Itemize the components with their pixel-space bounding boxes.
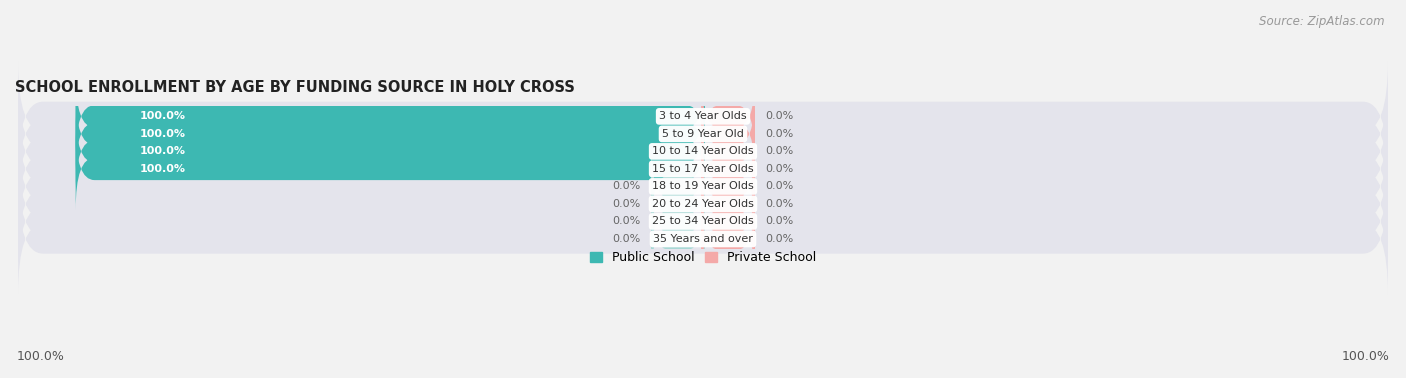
FancyBboxPatch shape	[702, 110, 755, 193]
Text: 100.0%: 100.0%	[141, 146, 186, 156]
FancyBboxPatch shape	[18, 131, 1388, 242]
Text: Source: ZipAtlas.com: Source: ZipAtlas.com	[1260, 15, 1385, 28]
Text: 18 to 19 Year Olds: 18 to 19 Year Olds	[652, 181, 754, 191]
FancyBboxPatch shape	[702, 128, 755, 210]
Text: SCHOOL ENROLLMENT BY AGE BY FUNDING SOURCE IN HOLY CROSS: SCHOOL ENROLLMENT BY AGE BY FUNDING SOUR…	[15, 80, 575, 95]
Text: 3 to 4 Year Olds: 3 to 4 Year Olds	[659, 112, 747, 121]
Text: 100.0%: 100.0%	[17, 350, 65, 363]
Text: 0.0%: 0.0%	[612, 234, 641, 244]
Text: 100.0%: 100.0%	[141, 164, 186, 174]
Text: 0.0%: 0.0%	[765, 199, 794, 209]
FancyBboxPatch shape	[18, 79, 1388, 189]
FancyBboxPatch shape	[702, 75, 755, 158]
Text: 100.0%: 100.0%	[141, 129, 186, 139]
FancyBboxPatch shape	[651, 163, 704, 245]
FancyBboxPatch shape	[18, 96, 1388, 207]
Text: 0.0%: 0.0%	[612, 199, 641, 209]
FancyBboxPatch shape	[18, 113, 1388, 224]
Text: 100.0%: 100.0%	[1341, 350, 1389, 363]
FancyBboxPatch shape	[18, 184, 1388, 294]
Text: 100.0%: 100.0%	[141, 112, 186, 121]
FancyBboxPatch shape	[76, 93, 704, 175]
FancyBboxPatch shape	[702, 145, 755, 228]
Text: 0.0%: 0.0%	[765, 217, 794, 226]
FancyBboxPatch shape	[651, 180, 704, 263]
FancyBboxPatch shape	[702, 93, 755, 175]
FancyBboxPatch shape	[651, 198, 704, 280]
FancyBboxPatch shape	[18, 149, 1388, 259]
Text: 0.0%: 0.0%	[765, 234, 794, 244]
FancyBboxPatch shape	[18, 166, 1388, 277]
Text: 35 Years and over: 35 Years and over	[652, 234, 754, 244]
FancyBboxPatch shape	[702, 198, 755, 280]
Text: 5 to 9 Year Old: 5 to 9 Year Old	[662, 129, 744, 139]
Text: 25 to 34 Year Olds: 25 to 34 Year Olds	[652, 217, 754, 226]
Text: 0.0%: 0.0%	[765, 181, 794, 191]
FancyBboxPatch shape	[76, 75, 704, 158]
FancyBboxPatch shape	[651, 145, 704, 228]
Text: 0.0%: 0.0%	[612, 181, 641, 191]
Text: 0.0%: 0.0%	[765, 164, 794, 174]
Text: 10 to 14 Year Olds: 10 to 14 Year Olds	[652, 146, 754, 156]
FancyBboxPatch shape	[76, 128, 704, 210]
FancyBboxPatch shape	[18, 61, 1388, 172]
Text: 0.0%: 0.0%	[765, 146, 794, 156]
Text: 0.0%: 0.0%	[765, 112, 794, 121]
FancyBboxPatch shape	[702, 180, 755, 263]
FancyBboxPatch shape	[76, 110, 704, 193]
Legend: Public School, Private School: Public School, Private School	[585, 246, 821, 269]
Text: 15 to 17 Year Olds: 15 to 17 Year Olds	[652, 164, 754, 174]
FancyBboxPatch shape	[702, 163, 755, 245]
Text: 20 to 24 Year Olds: 20 to 24 Year Olds	[652, 199, 754, 209]
Text: 0.0%: 0.0%	[765, 129, 794, 139]
Text: 0.0%: 0.0%	[612, 217, 641, 226]
